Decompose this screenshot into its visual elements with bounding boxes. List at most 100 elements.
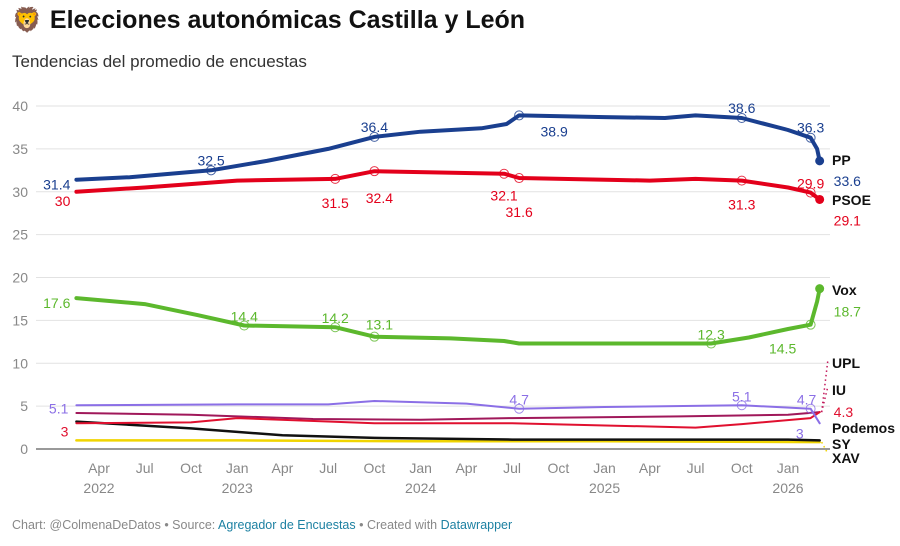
x-tick-label: Jan xyxy=(777,460,800,476)
value-label-vox: 14.2 xyxy=(322,310,349,326)
y-tick-label: 35 xyxy=(12,141,28,157)
annotation-marker xyxy=(736,113,747,124)
x-tick-label: Jan xyxy=(226,460,249,476)
annotation-marker xyxy=(369,131,380,142)
x-tick-year: 2024 xyxy=(405,480,436,496)
y-tick-label: 5 xyxy=(20,398,28,414)
value-label-pp: 36.4 xyxy=(361,119,388,135)
value-label-podemos: 3 xyxy=(796,425,804,441)
annotation-marker xyxy=(369,331,380,342)
annotation-marker xyxy=(514,110,525,121)
value-label-psoe: 30 xyxy=(55,193,71,209)
series-line-iu xyxy=(75,411,821,421)
y-tick-label: 10 xyxy=(12,355,28,371)
source-link[interactable]: Agregador de Encuestas xyxy=(218,518,356,532)
annotation-marker xyxy=(736,175,747,186)
series-line-vox xyxy=(74,286,822,346)
lion-face-icon: 🦁 xyxy=(12,7,42,34)
x-tick-year: 2022 xyxy=(83,480,114,496)
annotation-marker xyxy=(805,403,816,414)
series-label-upl: UPL xyxy=(832,355,860,371)
value-label-vox: 14.4 xyxy=(231,309,258,325)
x-tick-label: Apr xyxy=(639,460,661,476)
annotation-marker xyxy=(330,322,341,333)
y-tick-label: 40 xyxy=(12,98,28,114)
x-tick-label: Oct xyxy=(180,460,202,476)
series-line-psoe xyxy=(74,169,822,202)
annotation-marker xyxy=(805,187,816,198)
x-tick-label: Apr xyxy=(272,460,294,476)
value-label-psoe: 31.3 xyxy=(728,197,755,213)
x-tick-label: Jul xyxy=(503,460,521,476)
series-line-xav xyxy=(75,439,821,444)
y-tick-label: 15 xyxy=(12,312,28,328)
end-point-marker xyxy=(815,156,825,166)
x-tick-label: Jul xyxy=(319,460,337,476)
value-label-psoe: 29.1 xyxy=(834,212,861,228)
value-label-podemos: 5.1 xyxy=(49,400,69,416)
value-label-vox: 12.3 xyxy=(697,327,724,343)
series-line-podemos xyxy=(75,400,821,425)
x-tick-label: Apr xyxy=(88,460,110,476)
annotation-marker xyxy=(369,166,380,177)
annotation-marker xyxy=(805,132,816,143)
x-tick-label: Jul xyxy=(136,460,154,476)
end-point-marker xyxy=(815,284,825,294)
annotation-marker xyxy=(330,173,341,184)
series-label-sy: SY xyxy=(832,436,851,452)
annotation-marker xyxy=(706,338,717,349)
y-tick-label: 30 xyxy=(12,184,28,200)
datawrapper-link[interactable]: Datawrapper xyxy=(440,518,513,532)
series-label-vox: Vox xyxy=(832,282,857,298)
series-line-sy xyxy=(75,420,821,442)
credit-text: Chart: @ColmenaDeDatos • Source: xyxy=(12,518,219,532)
x-tick-label: Oct xyxy=(731,460,753,476)
created-text: • Created with xyxy=(355,518,441,532)
value-label-pp: 31.4 xyxy=(43,177,70,193)
value-label-vox: 14.5 xyxy=(769,341,796,357)
annotation-marker xyxy=(239,320,250,331)
annotation-marker xyxy=(805,319,816,330)
y-tick-label: 25 xyxy=(12,227,28,243)
end-point-marker xyxy=(815,194,825,204)
leader-line-xav xyxy=(820,441,829,455)
value-label-psoe: 29.9 xyxy=(797,176,824,192)
value-label-psoe: 31.6 xyxy=(506,204,533,220)
series-label-psoe: PSOE xyxy=(832,192,871,208)
series-line-pp xyxy=(74,113,822,182)
annotation-marker xyxy=(499,168,510,179)
leader-line-iu xyxy=(820,385,829,413)
x-tick-label: Oct xyxy=(364,460,386,476)
y-tick-label: 20 xyxy=(12,270,28,286)
x-tick-year: 2025 xyxy=(589,480,620,496)
value-label-vox: 18.7 xyxy=(834,304,861,320)
value-label-podemos: 4.7 xyxy=(509,392,529,408)
x-tick-label: Jan xyxy=(593,460,616,476)
value-label-pp: 38.9 xyxy=(541,123,568,139)
series-label-iu: IU xyxy=(832,382,846,398)
y-tick-label: 0 xyxy=(20,441,28,457)
x-tick-label: Apr xyxy=(455,460,477,476)
series-line-upl xyxy=(75,411,821,429)
annotation-marker xyxy=(514,403,525,414)
value-label-psoe: 32.4 xyxy=(366,190,393,206)
value-label-pp: 32.5 xyxy=(197,152,224,168)
x-tick-label: Oct xyxy=(547,460,569,476)
annotation-marker xyxy=(514,173,525,184)
value-label-podemos: 5.1 xyxy=(732,388,752,404)
x-tick-year: 2023 xyxy=(222,480,253,496)
value-label-pp: 38.6 xyxy=(728,100,755,116)
x-tick-label: Jan xyxy=(409,460,432,476)
annotation-marker xyxy=(736,400,747,411)
value-label-upl: 3 xyxy=(61,423,69,439)
title-text: Elecciones autonómicas Castilla y León xyxy=(49,6,526,34)
value-label-vox: 13.1 xyxy=(366,317,393,333)
leader-line-upl xyxy=(820,358,829,413)
value-label-pp: 33.6 xyxy=(834,173,861,189)
chart-footer: Chart: @ColmenaDeDatos • Source: Agregad… xyxy=(12,518,512,532)
series-label-podemos: Podemos xyxy=(832,420,895,436)
value-label-pp: 36.3 xyxy=(797,120,824,136)
value-label-vox: 17.6 xyxy=(43,295,70,311)
